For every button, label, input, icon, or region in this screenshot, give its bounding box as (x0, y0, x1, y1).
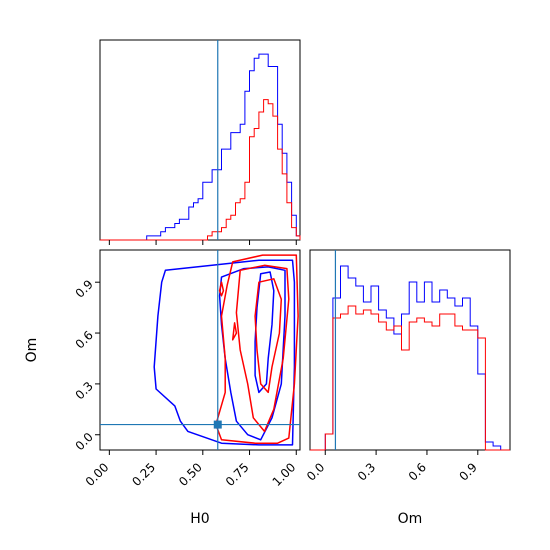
x-axis-label-h0: H0 (190, 511, 209, 527)
h0-hist-blue-series (100, 53, 301, 241)
joint-ytick-label-2: 0.6 (73, 328, 96, 351)
y-axis-label-om: Om (24, 338, 40, 363)
h0-hist-frame (99, 39, 301, 241)
om-histogram-panel: 0.0 0.3 0.6 0.9 Om (304, 249, 511, 527)
x-axis-label-om: Om (398, 511, 423, 527)
red-contour-4 (231, 322, 238, 341)
joint-frame (99, 249, 301, 451)
joint-truth-marker (213, 420, 222, 429)
h0-hist-red-series (100, 99, 301, 241)
om-hist-xtick-label-2: 0.6 (406, 460, 429, 483)
om-hist-xtick-label-3: 0.9 (457, 460, 480, 483)
joint-ytick-label-1: 0.3 (73, 379, 96, 402)
om-hist-red-series (310, 305, 510, 451)
red-contour-3 (218, 281, 225, 297)
joint-xtick-label-4: 1.00 (270, 460, 299, 489)
joint-ytick-label-3: 0.9 (73, 277, 96, 300)
om-hist-xtick-label-0: 0.0 (304, 460, 327, 483)
om-hist-xtick-label-1: 0.3 (355, 460, 378, 483)
joint-xtick-label-2: 0.50 (176, 460, 205, 489)
joint-xtick-label-0: 0.00 (83, 460, 112, 489)
joint-xtick-label-1: 0.25 (129, 460, 158, 489)
joint-contour-panel: 0.00 0.25 0.50 0.75 1.00 0.0 0.3 0.6 0.9 H0 Om (24, 249, 301, 527)
h0-histogram-panel (99, 39, 301, 245)
joint-xtick-label-3: 0.75 (223, 460, 252, 489)
om-hist-blue-series (310, 265, 510, 451)
om-hist-frame (309, 249, 511, 451)
red-contour-0 (215, 254, 299, 444)
red-contour-1 (235, 264, 290, 433)
blue-contour-0 (153, 259, 296, 446)
joint-ytick-label-0: 0.0 (73, 430, 96, 453)
red-contour-2 (254, 278, 283, 394)
joint-contour-group (100, 250, 300, 450)
